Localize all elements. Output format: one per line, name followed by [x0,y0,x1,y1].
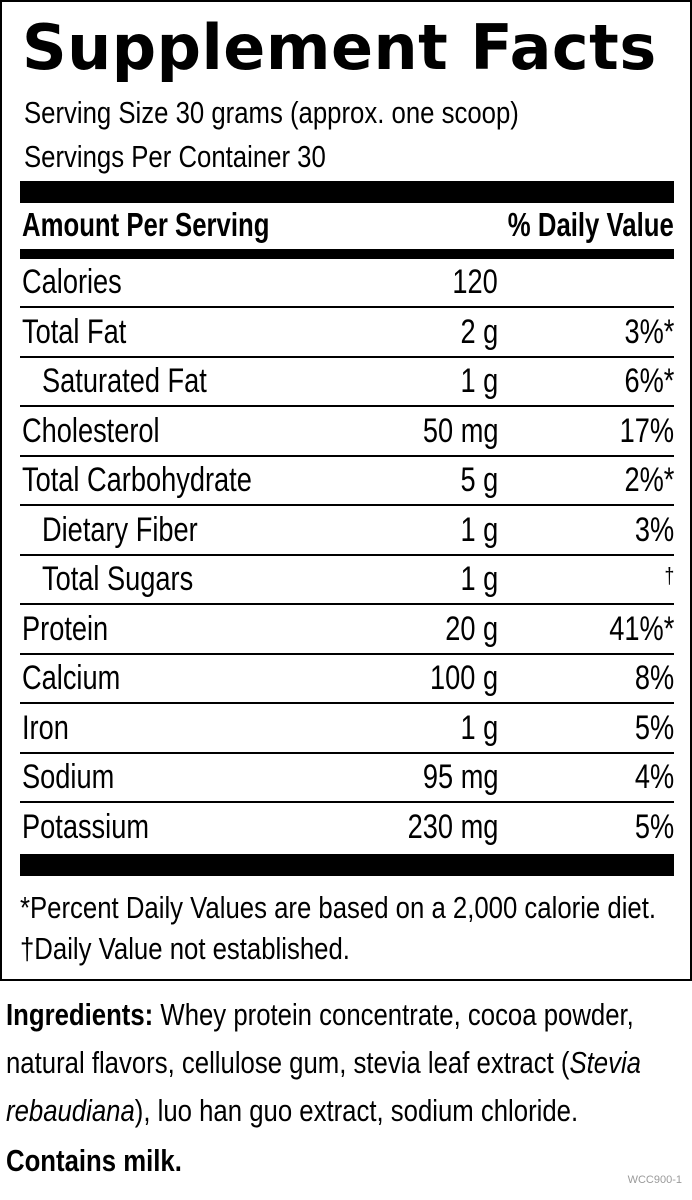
nutrient-daily-value: 8% [634,659,674,697]
nutrient-daily-value: 3% [634,510,674,549]
nutrient-name: Potassium [22,807,149,846]
nutrient-row: Saturated Fat 1 g 6%* [20,358,674,407]
panel-title: Supplement Facts [22,11,657,84]
nutrient-daily-value: 5% [634,708,674,747]
nutrient-name: Saturated Fat [42,362,207,400]
nutrient-row: Protein 20 g 41%* [20,606,674,655]
header-divider [20,249,674,259]
nutrient-name: Total Carbohydrate [22,461,252,499]
amount-per-serving-header: Amount Per Serving [22,206,270,243]
supplement-facts-panel: Supplement Facts Serving Size 30 grams (… [0,0,692,981]
nutrient-row: Dietary Fiber 1 g 3% [20,507,674,556]
nutrient-amount: 1 g [460,560,498,598]
ingredients-line-1: Ingredients: Whey protein concentrate, c… [6,992,634,1038]
ingredients-text-2: natural flavors, cellulose gum, stevia l… [6,1045,570,1080]
row-divider [20,751,674,754]
footnote-percent: *Percent Daily Values are based on a 2,0… [20,890,657,925]
nutrient-amount: 20 g [445,609,498,648]
nutrient-row: Potassium 230 mg 5% [20,804,674,853]
nutrient-name: Calories [22,263,122,301]
product-code: WCC900-1 [627,1174,682,1186]
nutrient-name: Total Sugars [42,560,194,598]
nutrient-amount: 2 g [460,312,498,351]
nutrient-daily-value: 2%* [624,461,674,499]
ingredients-italic-2: rebaudiana [6,1093,135,1128]
nutrient-name: Iron [22,708,69,747]
ingredients-italic-1: Stevia [569,1045,641,1080]
contains-statement: Contains milk. [6,1143,182,1178]
nutrient-amount: 120 [452,263,498,301]
nutrient-daily-value: 6%* [624,362,674,400]
footnote-dagger: †Daily Value not established. [20,931,350,966]
nutrient-row: Total Sugars 1 g † [20,556,674,605]
row-divider [20,652,674,655]
nutrient-name: Total Fat [22,312,127,351]
nutrient-row: Iron 1 g 5% [20,705,674,754]
nutrient-daily-value: 5% [634,807,674,846]
nutrient-amount: 1 g [460,362,498,400]
column-header-row: Amount Per Serving % Daily Value [20,203,674,247]
nutrient-name: Dietary Fiber [42,510,198,549]
nutrient-amount: 95 mg [422,758,498,796]
row-divider [20,405,674,407]
bottom-thick-divider [20,854,674,876]
nutrient-name: Sodium [22,758,115,796]
nutrient-amount: 100 g [429,659,498,697]
row-divider [20,603,674,605]
row-divider [20,454,674,457]
ingredients-label: Ingredients: [6,997,154,1032]
daily-value-header: % Daily Value [508,206,674,243]
nutrient-row: Total Fat 2 g 3%* [20,309,674,358]
row-divider [20,801,674,803]
nutrient-row: Calcium 100 g 8% [20,655,674,704]
row-divider [20,306,674,308]
serving-size: Serving Size 30 grams (approx. one scoop… [24,95,519,130]
nutrient-name: Protein [22,609,109,648]
nutrient-amount: 5 g [460,461,498,499]
top-thick-divider [20,181,674,203]
row-divider [20,702,674,704]
nutrient-daily-value: † [664,563,674,588]
nutrient-row: Cholesterol 50 mg 17% [20,408,674,457]
nutrient-amount: 1 g [460,510,498,549]
nutrient-row: Sodium 95 mg 4% [20,754,674,803]
servings-per-container: Servings Per Container 30 [24,139,326,174]
nutrient-name: Calcium [22,659,121,697]
row-divider [20,553,674,556]
nutrient-row: Calories 120 [20,259,674,308]
ingredients-text-1: Whey protein concentrate, cocoa powder, [160,997,634,1032]
ingredients-line-2: natural flavors, cellulose gum, stevia l… [6,1040,641,1086]
row-divider [20,504,674,506]
nutrient-amount: 50 mg [422,411,498,450]
nutrient-daily-value: 3%* [624,312,674,351]
nutrient-daily-value: 41%* [608,609,674,648]
row-divider [20,355,674,358]
nutrient-daily-value: 4% [634,758,674,796]
nutrient-amount: 1 g [460,708,498,747]
nutrient-daily-value: 17% [619,411,674,450]
nutrient-name: Cholesterol [22,411,160,450]
nutrient-row: Total Carbohydrate 5 g 2%* [20,457,674,506]
ingredients-line-3: rebaudiana), luo han guo extract, sodium… [6,1088,578,1134]
nutrient-amount: 230 mg [407,807,498,846]
ingredients-text-3: ), luo han guo extract, sodium chloride. [134,1093,579,1128]
